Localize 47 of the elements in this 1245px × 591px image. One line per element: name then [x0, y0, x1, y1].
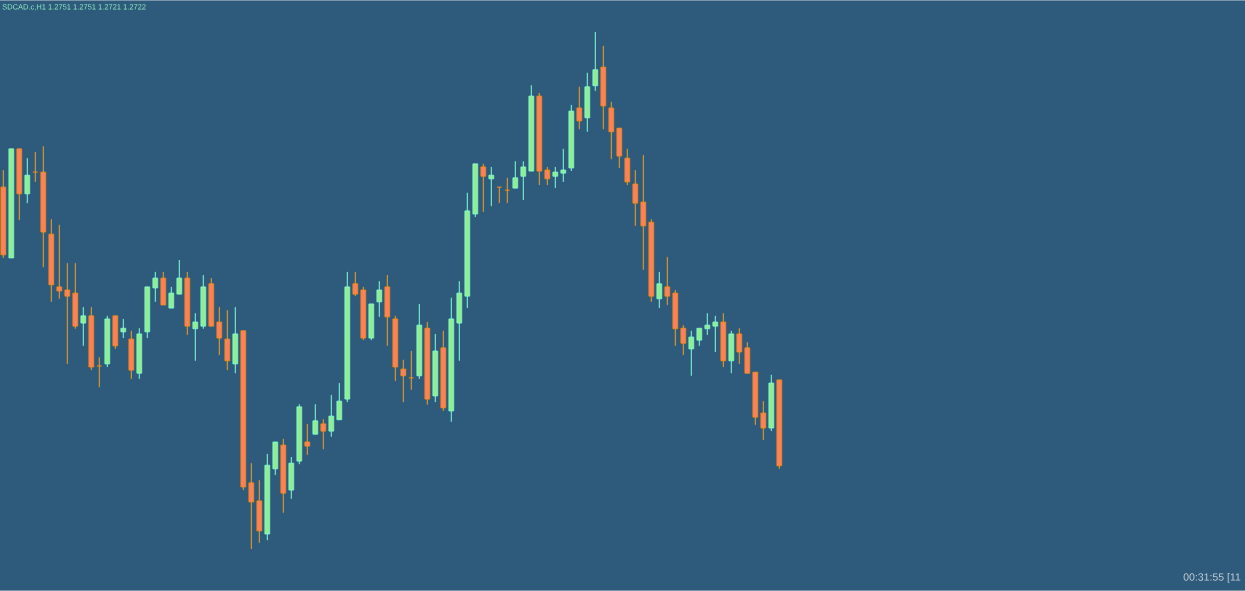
candlestick: [680, 324, 687, 356]
candlestick: [552, 166, 559, 189]
candlestick: [480, 163, 487, 213]
candlestick: [376, 280, 383, 318]
candlestick: [712, 315, 719, 353]
candlestick: [656, 271, 663, 309]
candlestick: [520, 160, 527, 201]
candlestick: [64, 262, 71, 365]
candlestick: [96, 356, 103, 388]
candlestick: [624, 148, 631, 186]
candlestick: [640, 154, 647, 271]
candlestick: [216, 306, 223, 356]
candlestick: [736, 327, 743, 365]
candlestick: [664, 256, 671, 306]
candlestick: [312, 403, 319, 435]
candlestick: [32, 151, 39, 183]
candlestick: [400, 359, 407, 403]
candlestick: [192, 312, 199, 362]
candlestick: [608, 101, 615, 160]
candlestick: [328, 394, 335, 438]
candlestick: [512, 160, 519, 189]
candlestick: [560, 148, 567, 183]
candlestick: [760, 400, 767, 441]
text: 00:31:55 [11: [1183, 573, 1241, 583]
candlestick: [352, 271, 359, 297]
candlestick: [304, 423, 311, 456]
candlestick: [544, 166, 551, 186]
candlestick: [488, 166, 495, 207]
candlestick: [168, 286, 175, 309]
candlestick: [120, 318, 127, 339]
candlestick: [56, 224, 63, 300]
candlestick: [688, 330, 695, 377]
candlestick: [408, 350, 415, 391]
candlestick: [80, 306, 87, 347]
candlestick: [504, 177, 511, 204]
candlestick: [176, 259, 183, 295]
candlestick: [336, 382, 343, 421]
candlestick: [320, 418, 327, 450]
candlestick: [248, 462, 255, 550]
candlestick: [704, 312, 711, 336]
candlestick: [496, 186, 503, 204]
candlestick: [592, 31, 599, 92]
candlestick: [24, 157, 31, 204]
candlestick: [224, 309, 231, 371]
candlestick: [152, 271, 159, 303]
candlestick: [632, 169, 639, 227]
candlestick: [576, 86, 583, 130]
